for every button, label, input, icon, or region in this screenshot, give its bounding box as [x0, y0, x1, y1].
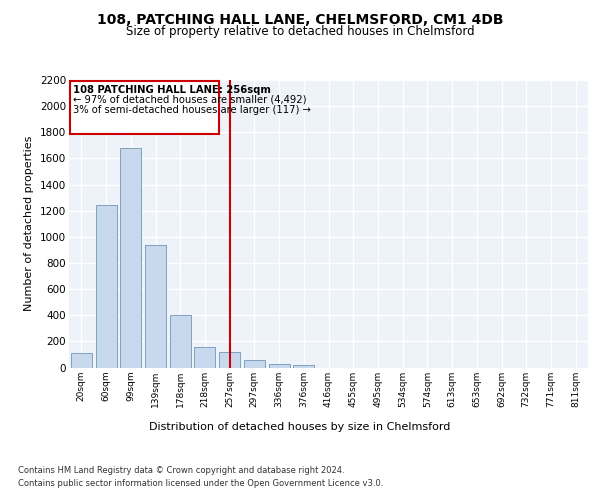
Bar — [219, 352, 240, 368]
Bar — [70, 80, 218, 134]
Text: 108, PATCHING HALL LANE, CHELMSFORD, CM1 4DB: 108, PATCHING HALL LANE, CHELMSFORD, CM1… — [97, 12, 503, 26]
Text: 3% of semi-detached houses are larger (117) →: 3% of semi-detached houses are larger (1… — [73, 106, 311, 116]
Text: Contains HM Land Registry data © Crown copyright and database right 2024.: Contains HM Land Registry data © Crown c… — [18, 466, 344, 475]
Bar — [71, 353, 92, 368]
Bar — [194, 347, 215, 368]
Bar — [269, 364, 290, 368]
Text: Contains public sector information licensed under the Open Government Licence v3: Contains public sector information licen… — [18, 479, 383, 488]
Text: 108 PATCHING HALL LANE: 256sqm: 108 PATCHING HALL LANE: 256sqm — [73, 84, 271, 94]
Bar — [120, 148, 141, 368]
Bar — [170, 315, 191, 368]
Text: Size of property relative to detached houses in Chelmsford: Size of property relative to detached ho… — [125, 25, 475, 38]
Text: Distribution of detached houses by size in Chelmsford: Distribution of detached houses by size … — [149, 422, 451, 432]
Bar — [244, 360, 265, 368]
Bar — [293, 365, 314, 368]
Bar — [95, 206, 116, 368]
Text: ← 97% of detached houses are smaller (4,492): ← 97% of detached houses are smaller (4,… — [73, 94, 307, 104]
Y-axis label: Number of detached properties: Number of detached properties — [25, 136, 34, 312]
Bar — [145, 244, 166, 368]
